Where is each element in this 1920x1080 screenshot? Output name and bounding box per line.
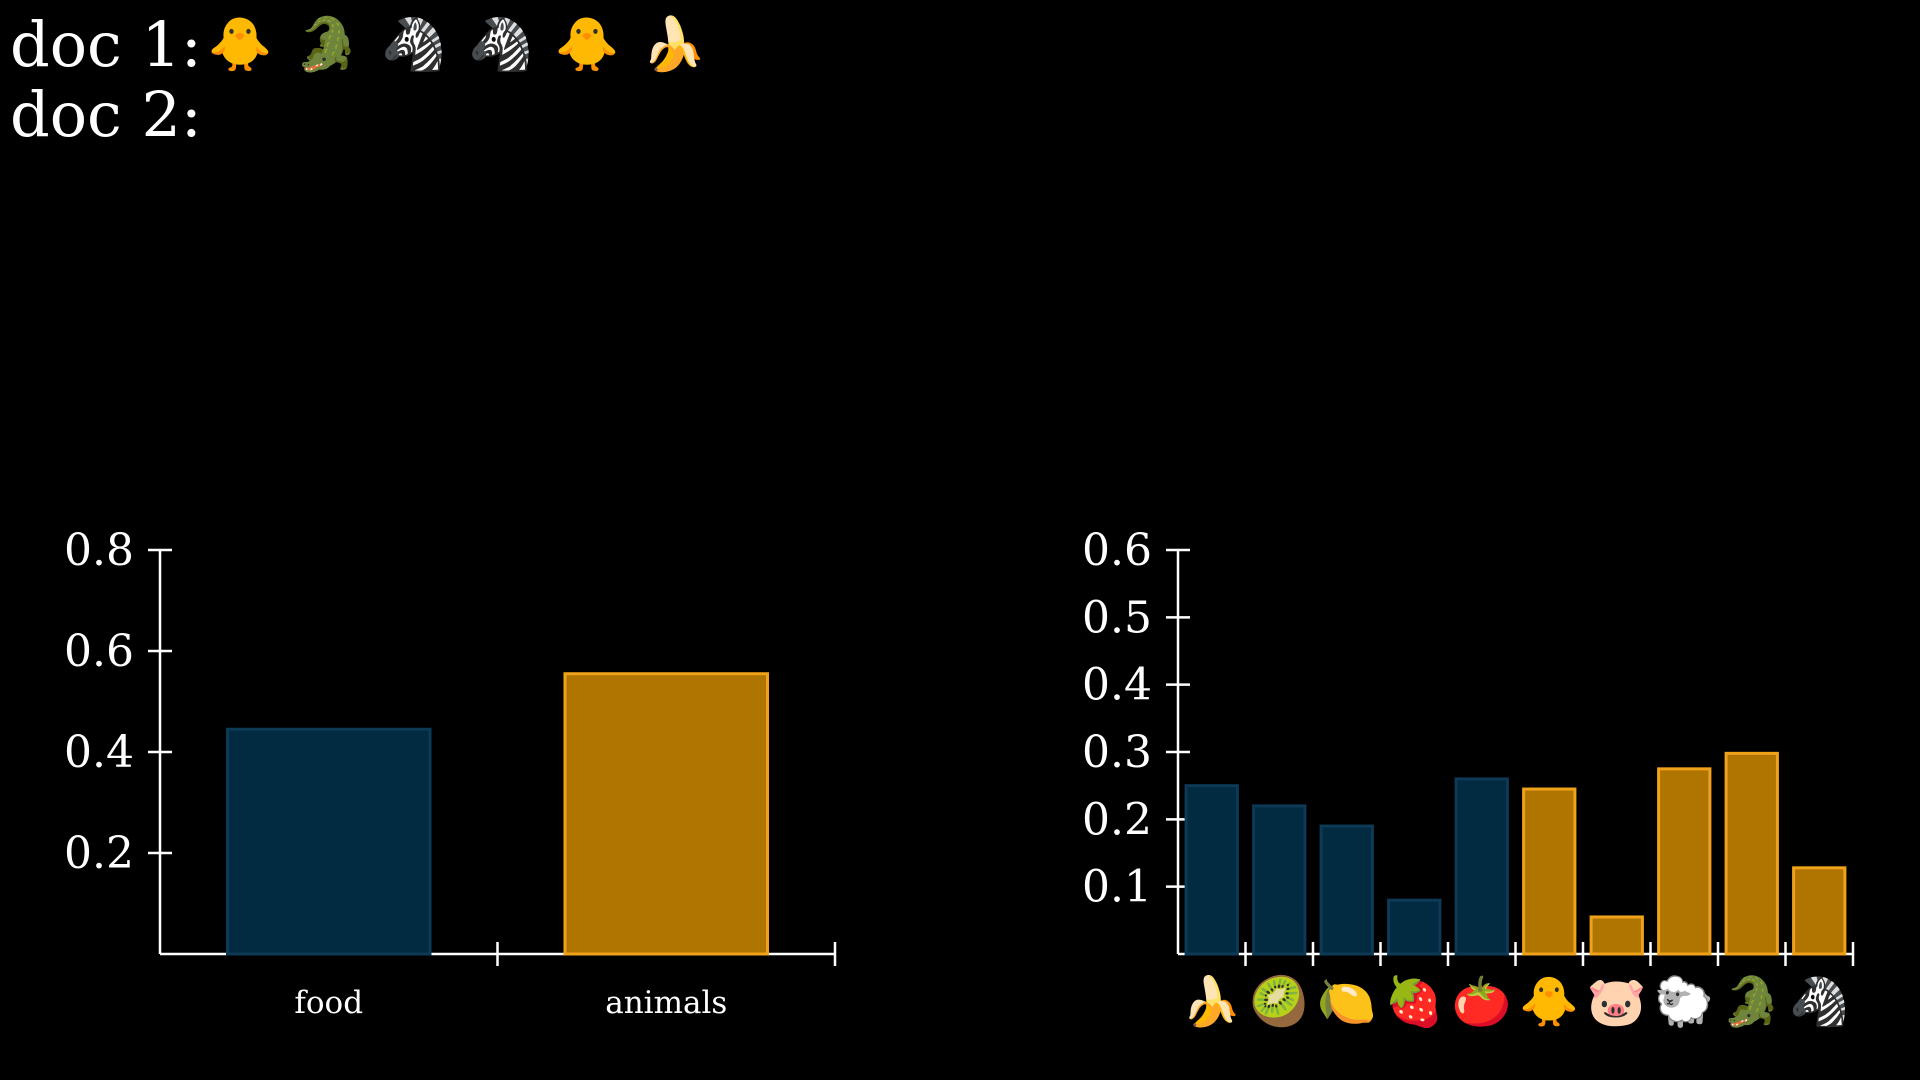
doc-1-token: 🐥	[554, 15, 620, 75]
doc-1-token: 🦓	[381, 15, 447, 75]
bar	[1319, 824, 1374, 956]
x-tick-label: 🐊	[1722, 973, 1782, 1030]
y-tick-label: 0.2	[64, 828, 134, 879]
x-tick-label: food	[294, 985, 363, 1021]
bar	[1792, 866, 1847, 956]
doc-1-token: 🐊	[294, 15, 360, 75]
y-tick-label: 0.6	[64, 626, 134, 677]
bar	[1454, 777, 1509, 956]
doc-2-label: doc 2:	[10, 78, 202, 151]
x-tick-label: 🍌	[1182, 974, 1242, 1030]
y-tick-label: 0.8	[64, 525, 134, 576]
x-tick-label: 🐥	[1519, 974, 1579, 1030]
y-tick-label: 0.1	[1082, 862, 1152, 913]
y-tick-label: 0.4	[64, 727, 134, 778]
bar	[1724, 751, 1779, 956]
x-tick-label: 🍅	[1452, 974, 1512, 1030]
doc-1-line: doc 1: 🐥 🐊 🦓 🦓 🐥 🍌	[10, 14, 728, 76]
topic-bar-chart: 0.2 0.4 0.6 0.8 food animals	[64, 525, 837, 1021]
bar	[1589, 915, 1644, 956]
bar	[1184, 784, 1239, 956]
bar	[563, 672, 769, 956]
bar	[226, 727, 432, 956]
bar	[1522, 787, 1577, 956]
doc-2-line: doc 2:	[10, 84, 208, 146]
doc-1-label: doc 1:	[10, 8, 202, 81]
y-tick-label: 0.3	[1082, 727, 1152, 778]
x-tick-label: 🐷	[1587, 974, 1647, 1030]
y-tick-label: 0.2	[1082, 794, 1152, 845]
x-tick-label: 🦓	[1789, 974, 1849, 1030]
bar	[1657, 767, 1712, 956]
x-tick-label: 🍓	[1384, 974, 1444, 1030]
y-tick-label: 0.6	[1082, 525, 1152, 576]
y-tick-label: 0.4	[1082, 660, 1152, 711]
doc-1-token: 🍌	[641, 15, 707, 75]
x-tick-label: 🍋	[1317, 974, 1377, 1030]
y-tick-label: 0.5	[1082, 592, 1152, 643]
bar	[1387, 898, 1442, 956]
x-tick-label: 🐑	[1654, 973, 1714, 1030]
x-tick-label: animals	[605, 985, 727, 1021]
doc-1-token: 🦓	[468, 15, 533, 75]
x-tick-label: 🥝	[1249, 970, 1309, 1030]
doc-1-token: 🐥	[207, 15, 273, 75]
bar	[1252, 804, 1307, 956]
